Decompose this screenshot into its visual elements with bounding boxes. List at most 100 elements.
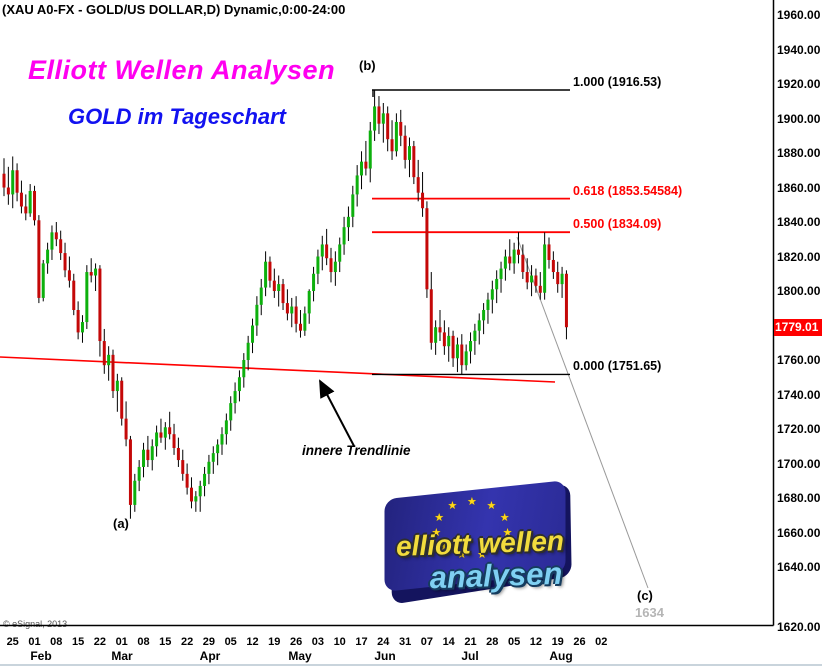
candle-body	[442, 332, 446, 347]
wave-label-b: (b)	[359, 58, 376, 73]
candle-body	[551, 259, 555, 273]
candle-body	[172, 434, 176, 448]
candle-body	[181, 460, 185, 474]
candle-body	[346, 216, 350, 228]
date-tick-label: 26	[289, 636, 303, 648]
candle-body	[429, 289, 433, 343]
candle-body	[285, 303, 289, 314]
candle-body	[503, 256, 507, 269]
candle-body	[176, 447, 180, 461]
date-tick-label: 14	[442, 636, 455, 648]
eu-star-icon: ★	[494, 540, 505, 553]
month-label-may: May	[288, 649, 312, 663]
date-tick-label: 24	[377, 636, 390, 648]
candle-body	[438, 327, 442, 333]
candle-body	[486, 299, 490, 310]
candle-body	[63, 253, 67, 271]
month-label-jul: Jul	[461, 649, 479, 663]
candle-body	[237, 377, 241, 392]
candle-body	[508, 256, 512, 264]
candle-body	[351, 194, 355, 217]
candle-body	[290, 306, 294, 314]
price-axis-label: 1680.00	[777, 491, 821, 505]
candle-body	[98, 268, 102, 342]
candle-body	[41, 263, 45, 298]
candle-body	[220, 434, 224, 445]
candle-body	[560, 273, 564, 285]
candle-body	[325, 244, 329, 259]
trendline-annotation: innere Trendlinie	[302, 443, 411, 458]
candle-body	[33, 190, 37, 221]
eu-star-icon: ★	[456, 548, 467, 561]
month-label-mar: Mar	[111, 649, 133, 663]
candle-body	[246, 342, 250, 361]
candle-body	[203, 473, 207, 486]
date-tick-label: 29	[202, 636, 216, 648]
date-tick-label: 19	[551, 636, 564, 648]
candle-body	[155, 432, 159, 447]
date-tick-label: 15	[159, 636, 172, 648]
price-axis-label: 1620.00	[777, 620, 821, 634]
candle-body	[277, 284, 281, 292]
date-tick-label: 25	[6, 636, 19, 648]
candle-body	[124, 418, 128, 440]
price-axis-label: 1960.00	[777, 8, 821, 22]
candle-body	[394, 121, 398, 152]
candle-body	[37, 220, 41, 298]
candle-body	[556, 272, 560, 285]
candle-body	[15, 170, 19, 193]
price-axis-label: 1760.00	[777, 353, 821, 367]
candle-body	[281, 284, 285, 304]
candle-body	[312, 273, 316, 292]
candle-body	[416, 177, 420, 193]
candle-body	[564, 273, 568, 328]
candle-body	[512, 249, 516, 264]
candle-body	[146, 449, 150, 461]
month-label-feb: Feb	[30, 649, 52, 663]
eu-star-icon: ★	[486, 500, 497, 513]
date-tick-label: 21	[464, 636, 477, 648]
candle-body	[19, 192, 23, 207]
candle-body	[150, 446, 154, 461]
candle-body	[89, 272, 93, 276]
month-label-jun: Jun	[374, 649, 396, 663]
price-axis-label: 1800.00	[777, 284, 821, 298]
candle-body	[329, 258, 333, 273]
candle-body	[46, 249, 50, 264]
candle-body	[342, 227, 346, 245]
candle-body	[403, 135, 407, 160]
candle-body	[460, 344, 464, 366]
date-tick-label: 12	[529, 636, 543, 648]
eu-star-icon: ★	[434, 511, 445, 524]
candle-body	[198, 485, 202, 497]
candle-body	[163, 427, 167, 438]
price-axis-label: 1940.00	[777, 42, 821, 57]
candle-body	[447, 335, 451, 347]
candle-body	[115, 380, 119, 392]
projection-target-price: 1634	[635, 605, 664, 620]
date-tick-label: 03	[311, 636, 325, 648]
candle-body	[451, 335, 455, 359]
date-tick-label: 22	[180, 636, 194, 648]
candle-body	[111, 354, 115, 392]
candle-body	[303, 313, 307, 331]
date-tick-label: 19	[268, 636, 281, 648]
candle-body	[72, 280, 76, 310]
date-tick-label: 12	[246, 636, 259, 648]
candle-body	[94, 268, 98, 276]
eu-star-icon: ★	[447, 500, 458, 513]
inner-trendline	[0, 356, 556, 383]
candle-body	[2, 173, 6, 188]
candle-body	[338, 244, 342, 262]
eu-star-icon: ★	[431, 526, 442, 539]
candle-body	[320, 244, 324, 257]
candle-body	[255, 304, 259, 326]
candle-body	[490, 289, 494, 300]
annotation-arrow	[319, 379, 355, 447]
price-axis-label: 1700.00	[777, 456, 821, 471]
candle-body	[421, 192, 425, 209]
candle-body	[377, 106, 381, 124]
eu-star-icon: ★	[467, 496, 477, 508]
price-axis-label: 1820.00	[777, 249, 821, 264]
